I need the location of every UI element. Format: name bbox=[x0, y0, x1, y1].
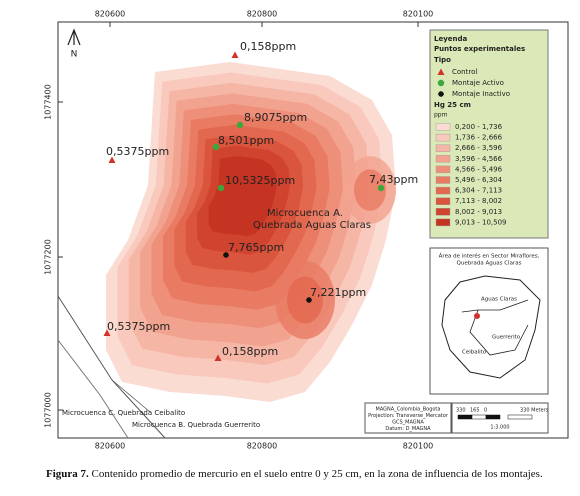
active-marker bbox=[236, 121, 244, 129]
active-marker bbox=[377, 184, 385, 192]
scale-label: 165 bbox=[470, 408, 480, 414]
projection-text: Projection: Transverse_Mercator bbox=[368, 413, 449, 419]
scale-segment bbox=[507, 414, 533, 420]
leader bbox=[111, 379, 151, 413]
inactive-marker bbox=[306, 297, 312, 303]
legend-swatch bbox=[435, 123, 451, 131]
caption-text: Contenido promedio de mercurio en el sue… bbox=[91, 468, 543, 480]
legend-entry: Control bbox=[452, 68, 477, 76]
legend-type-title: Tipo bbox=[434, 56, 451, 64]
legend-class-label: 3,596 - 4,566 bbox=[455, 155, 503, 163]
caption: Figura 7. Contenido promedio de mercurio… bbox=[46, 468, 566, 480]
concentration-zone bbox=[208, 156, 277, 236]
legend-class-label: 9,013 - 10,509 bbox=[455, 218, 507, 226]
inset-label: Guerrerito bbox=[492, 335, 521, 341]
point-label: 0,158ppm bbox=[222, 345, 278, 358]
road bbox=[57, 339, 129, 439]
legend-entry: Montaje Inactivo bbox=[452, 90, 510, 98]
legend-swatch bbox=[435, 144, 451, 152]
north-label: N bbox=[71, 50, 78, 60]
legend-class-label: 8,002 - 9,013 bbox=[455, 208, 502, 216]
top-tick-label: 820100 bbox=[403, 10, 434, 19]
control-marker bbox=[231, 51, 239, 58]
legend-class-label: 7,113 - 8,002 bbox=[455, 197, 502, 205]
point-label: 7,765ppm bbox=[228, 241, 284, 254]
point-label: 7,43ppm bbox=[369, 173, 418, 186]
bottom-tick-label: 820100 bbox=[403, 442, 434, 451]
scale-label: 0 bbox=[484, 408, 487, 414]
concentration-zone bbox=[287, 276, 323, 324]
active-marker bbox=[437, 79, 445, 87]
inset-box bbox=[429, 247, 549, 395]
area-label: Microcuenca A. bbox=[267, 208, 343, 219]
bottom-tick-label: 820600 bbox=[95, 442, 126, 451]
top-tick-label: 820600 bbox=[95, 10, 126, 19]
top-tick-label: 820800 bbox=[247, 10, 278, 19]
inset-label: Ceibalito bbox=[462, 350, 487, 356]
north-arrow bbox=[67, 28, 81, 46]
legend-swatch bbox=[435, 165, 451, 174]
scale-segment bbox=[485, 414, 501, 420]
point-label: 8,501ppm bbox=[218, 134, 274, 147]
active-marker bbox=[212, 143, 220, 151]
point-label: 0,5375ppm bbox=[106, 145, 169, 158]
inset-title: Área de interés en Sector Miraflores, bbox=[439, 253, 540, 260]
bottom-tick-label: 820800 bbox=[247, 442, 278, 451]
stream-label: Microcuenca B. Quebrada Guerrerito bbox=[132, 421, 260, 429]
scale-segment bbox=[471, 414, 487, 420]
legend-swatch bbox=[435, 155, 451, 163]
inset-label: Aguas Claras bbox=[481, 297, 517, 303]
legend-class-label: 6,304 - 7,113 bbox=[455, 187, 502, 195]
projection-text: MAGNA_Colombia_Bogota bbox=[376, 407, 441, 413]
concentration-zone bbox=[354, 169, 386, 211]
scale-label: 330 Meters bbox=[520, 408, 549, 414]
legend-class-label: 2,666 - 3,596 bbox=[455, 144, 503, 152]
legend-swatch bbox=[435, 133, 451, 142]
legend-class-label: 0,200 - 1,736 bbox=[455, 123, 503, 131]
stream-label: Microcuenca C. Quebrada Ceibalito bbox=[62, 409, 185, 417]
legend-swatch bbox=[435, 186, 451, 195]
legend-title: Leyenda bbox=[434, 35, 468, 43]
legend-hg-title: Hg 25 cm bbox=[434, 101, 471, 109]
area-label: Quebrada Aguas Claras bbox=[253, 220, 371, 231]
projection-text: Datum: D_MAGNA bbox=[385, 426, 431, 432]
legend-swatch bbox=[435, 218, 451, 227]
legend-class-label: 4,566 - 5,496 bbox=[455, 165, 503, 173]
inset-divide bbox=[461, 299, 529, 356]
scale-label: 330 bbox=[456, 408, 466, 414]
caption-label: Figura 7. bbox=[46, 468, 89, 480]
left-tick-label: 1077000 bbox=[44, 392, 53, 428]
legend-class-label: 1,736 - 2,666 bbox=[455, 134, 503, 142]
projection-box bbox=[364, 402, 452, 434]
scale-ratio: 1:3.000 bbox=[490, 425, 509, 431]
projection-text: GCS_MAGNA bbox=[392, 420, 424, 426]
legend-entry: Montaje Activo bbox=[452, 79, 504, 87]
legend-swatch bbox=[435, 197, 451, 205]
point-label: 10,5325ppm bbox=[225, 174, 295, 187]
inset-title: Quebrada Aguas Claras bbox=[457, 261, 522, 267]
control-marker bbox=[214, 354, 222, 361]
legend-subtitle: Puntos experimentales bbox=[434, 45, 525, 53]
map: 820600 820600 820800 820800 820100 820100 1077… bbox=[44, 10, 569, 451]
inactive-marker bbox=[438, 91, 444, 97]
inactive-marker bbox=[223, 252, 229, 258]
left-tick-label: 1077400 bbox=[44, 84, 53, 120]
active-marker bbox=[217, 184, 225, 192]
inset-outline bbox=[441, 275, 541, 379]
point-label: 7,221ppm bbox=[310, 286, 366, 299]
legend-hg-title: ppm bbox=[434, 112, 448, 119]
left-tick-label: 1077200 bbox=[44, 239, 53, 275]
legend-swatch bbox=[435, 176, 451, 184]
control-marker bbox=[108, 156, 116, 163]
scale-segment bbox=[457, 414, 473, 420]
legend-swatch bbox=[435, 208, 451, 216]
legend-class-label: 5,496 - 6,304 bbox=[455, 176, 503, 184]
control-marker bbox=[437, 68, 445, 75]
point-label: 0,5375ppm bbox=[107, 320, 170, 333]
control-marker bbox=[103, 329, 111, 336]
point-label: 8,9075ppm bbox=[244, 111, 307, 124]
point-label: 0,158ppm bbox=[240, 40, 296, 53]
inset-area bbox=[474, 313, 480, 319]
